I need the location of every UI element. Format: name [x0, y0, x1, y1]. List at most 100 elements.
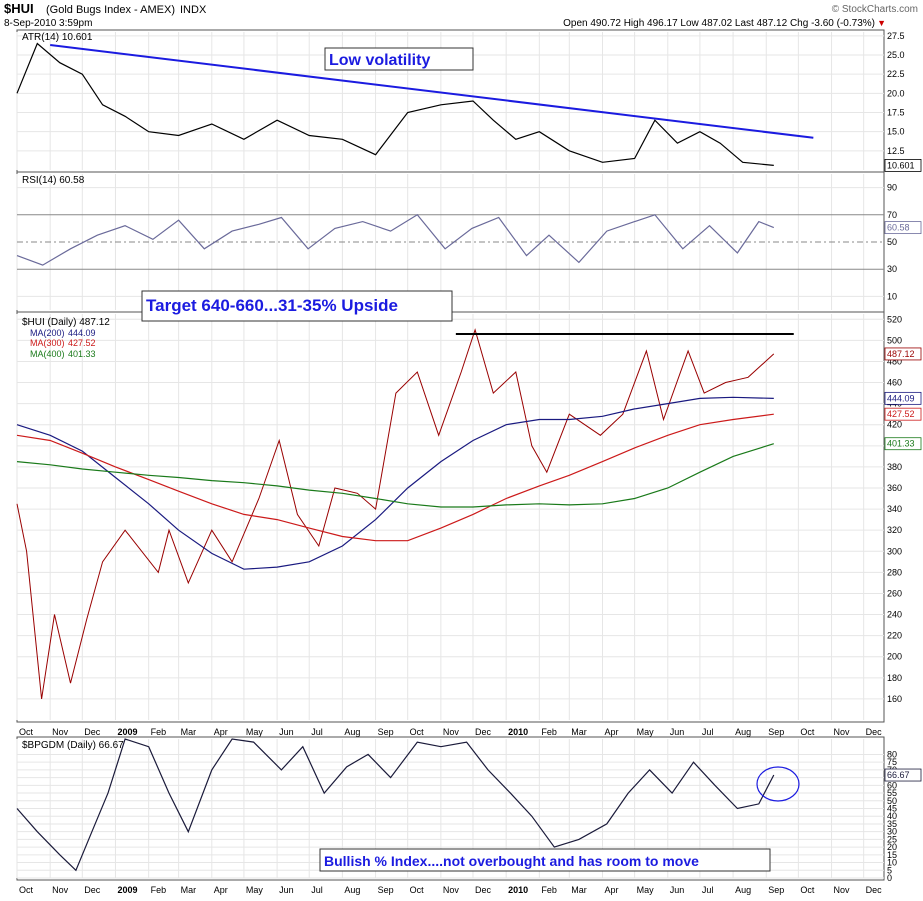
price-legend: $HUI (Daily) 487.12 — [22, 317, 110, 328]
last-value-tag — [884, 437, 922, 451]
y-tick-label: 15 — [887, 850, 897, 860]
low-volatility-box — [324, 47, 474, 71]
x-tick-label: Jul — [702, 727, 714, 737]
y-tick-label: 360 — [887, 483, 902, 493]
rsi-legend: RSI(14) 60.58 — [22, 175, 85, 186]
atr-legend: ATR(14) 10.601 — [22, 32, 93, 43]
last-value-label: 10.601 — [887, 160, 915, 170]
down-arrow-icon: ▼ — [877, 18, 886, 28]
x-tick-label: Oct — [800, 885, 815, 895]
axis-labels: 12.5 15.0 17.5 20.0 22.5 25.0 27.5 10.601 10 30 50… — [19, 31, 922, 895]
last-value-label: 60.58 — [887, 223, 910, 233]
x-tick-label: Nov — [52, 727, 69, 737]
x-tick-label: Jul — [311, 727, 323, 737]
x-tick-label: Feb — [151, 885, 167, 895]
last-value-tag — [884, 391, 922, 405]
y-tick-label: 25 — [887, 834, 897, 844]
y-tick-label: 10 — [887, 858, 897, 868]
y-tick-label: 520 — [887, 314, 902, 324]
y-tick-label: 75 — [887, 757, 897, 767]
ma300-legend: MA(300) — [30, 338, 65, 348]
x-tick-label: Feb — [151, 727, 167, 737]
x-tick-label: Dec — [866, 885, 883, 895]
x-tick-label: 2010 — [508, 727, 528, 737]
price-panel — [16, 311, 885, 723]
symbol: $HUI — [4, 1, 34, 16]
x-tick-label: Oct — [410, 885, 425, 895]
last-value-tag — [884, 347, 922, 361]
last-value-tag — [884, 768, 922, 782]
x-tick-label: Nov — [52, 885, 69, 895]
atr-trendline — [50, 44, 814, 139]
x-tick-label: Mar — [571, 727, 587, 737]
y-tick-label: 200 — [887, 652, 902, 662]
last-value-label: 487.12 — [887, 349, 915, 359]
x-tick-label: Nov — [834, 727, 851, 737]
y-tick-label: 460 — [887, 378, 902, 388]
x-tick-label: Sep — [768, 885, 784, 895]
series-line-ma-400- — [16, 443, 774, 508]
y-tick-label: 20.0 — [887, 88, 905, 98]
y-tick-label: 300 — [887, 546, 902, 556]
x-tick-label: Nov — [443, 727, 460, 737]
y-tick-label: 80 — [887, 749, 897, 759]
bullish-note: Bullish % Index....not overbought and ha… — [324, 853, 699, 869]
x-tick-label: Aug — [735, 727, 751, 737]
series-line-atr-14- — [16, 42, 774, 166]
last-value-label: 66.67 — [887, 770, 910, 780]
y-tick-label: 15.0 — [887, 127, 905, 137]
x-tick-label: 2009 — [117, 727, 137, 737]
x-tick-label: Oct — [19, 885, 34, 895]
y-tick-label: 220 — [887, 631, 902, 641]
y-tick-label: 420 — [887, 420, 902, 430]
y-tick-label: 27.5 — [887, 31, 905, 41]
y-tick-label: 30 — [887, 827, 897, 837]
y-tick-label: 45 — [887, 804, 897, 814]
y-tick-label: 280 — [887, 567, 902, 577]
series-line-ma-300- — [16, 413, 774, 542]
x-tick-label: Apr — [214, 885, 228, 895]
x-tick-label: Sep — [768, 727, 784, 737]
x-tick-label: Mar — [181, 727, 197, 737]
bpgdm-highlight-circle — [756, 766, 800, 802]
y-tick-label: 70 — [887, 210, 897, 220]
x-tick-label: Jun — [279, 727, 294, 737]
y-tick-label: 340 — [887, 504, 902, 514]
last-value-label: 444.09 — [887, 393, 915, 403]
x-tick-label: Dec — [475, 727, 492, 737]
y-tick-label: 30 — [887, 264, 897, 274]
x-tick-label: Nov — [443, 885, 460, 895]
x-tick-label: Mar — [571, 885, 587, 895]
last-value-tag — [884, 158, 922, 172]
ma400-legend-value: 401.33 — [68, 349, 96, 359]
x-tick-label: Feb — [541, 727, 557, 737]
y-tick-label: 5 — [887, 865, 892, 875]
last-value-label: 401.33 — [887, 439, 915, 449]
x-tick-label: Aug — [344, 885, 360, 895]
x-tick-label: May — [637, 727, 655, 737]
y-tick-label: 12.5 — [887, 146, 905, 156]
y-tick-label: 480 — [887, 356, 902, 366]
x-tick-label: Apr — [604, 727, 618, 737]
y-tick-label: 40 — [887, 811, 897, 821]
y-tick-label: 22.5 — [887, 69, 905, 79]
x-tick-label: Feb — [541, 885, 557, 895]
y-tick-label: 320 — [887, 525, 902, 535]
y-tick-label: 90 — [887, 183, 897, 193]
x-tick-label: 2009 — [117, 885, 137, 895]
y-tick-label: 500 — [887, 335, 902, 345]
low-volatility-note: Low volatility — [329, 52, 430, 69]
y-tick-label: 180 — [887, 673, 902, 683]
y-tick-label: 17.5 — [887, 108, 905, 118]
y-tick-label: 260 — [887, 588, 902, 598]
last-value-tag — [884, 407, 922, 421]
x-tick-label: Apr — [214, 727, 228, 737]
y-tick-label: 160 — [887, 694, 902, 704]
target-box — [141, 290, 453, 322]
x-tick-label: May — [246, 727, 264, 737]
x-tick-label: May — [637, 885, 655, 895]
y-tick-label: 380 — [887, 462, 902, 472]
y-tick-label: 25.0 — [887, 50, 905, 60]
ma200-legend: MA(200) — [30, 328, 65, 338]
